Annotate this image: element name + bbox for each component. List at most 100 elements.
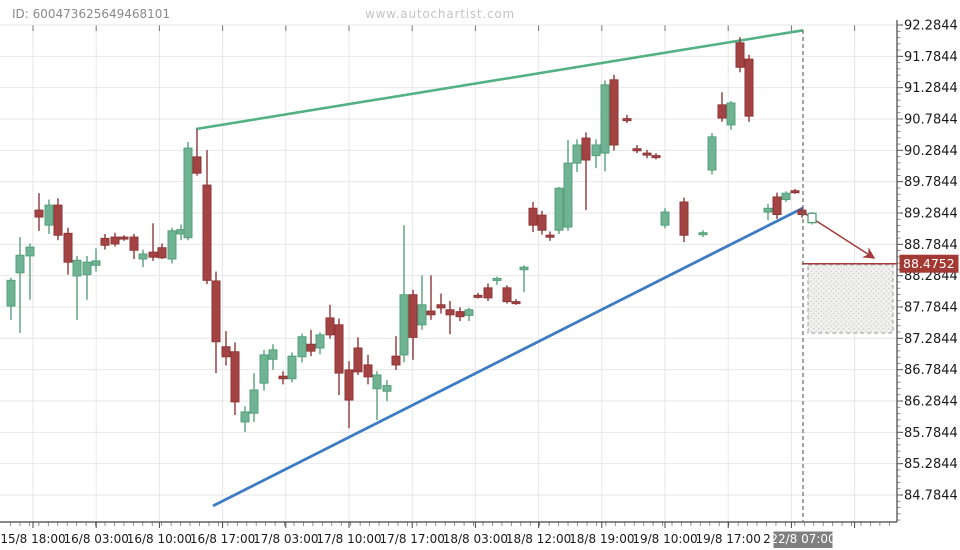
candle-body — [6, 279, 16, 307]
x-axis-label: 18/8 19:00 — [569, 532, 634, 546]
x-axis-label: 17/8 03:00 — [253, 532, 318, 546]
candle-body — [545, 234, 555, 238]
candle-body — [473, 294, 483, 298]
candle-body — [363, 364, 373, 378]
candle-body — [781, 192, 791, 200]
candle-body — [138, 253, 148, 260]
time-badge-label: 22/8 07:00 — [770, 532, 835, 546]
y-axis-label: 85.2844 — [904, 457, 958, 472]
y-axis-label: 84.7844 — [904, 489, 958, 504]
pattern-id-label: ID: 600473625649468101 — [12, 7, 171, 21]
candle-body — [249, 389, 259, 414]
candle-body — [563, 162, 573, 228]
candle-body — [382, 385, 392, 392]
watermark-text: www.autochartist.com — [364, 7, 516, 21]
candle-body — [334, 324, 344, 374]
candle-body — [717, 104, 727, 119]
candle-body — [622, 118, 632, 122]
candle-body — [167, 230, 177, 260]
candle-body — [726, 102, 736, 126]
y-axis-label: 91.7844 — [904, 50, 958, 65]
candle-body — [391, 355, 401, 366]
candle-body — [325, 317, 335, 336]
candle-body — [278, 375, 288, 380]
candle-body — [492, 277, 502, 281]
candle-body — [315, 334, 325, 349]
y-axis-label: 88.7844 — [904, 238, 958, 253]
candle-body — [202, 184, 212, 281]
candle-body — [537, 214, 547, 231]
candle-body — [53, 204, 63, 236]
candle-body — [100, 237, 110, 246]
candle-body — [221, 346, 231, 358]
candle-body — [436, 304, 446, 309]
candle-body — [763, 207, 773, 213]
x-axis-label: 16/8 17:00 — [190, 532, 255, 546]
x-axis-label: 18/8 12:00 — [506, 532, 571, 546]
candle-body — [72, 259, 82, 277]
candle-body — [417, 304, 427, 326]
candle-body — [572, 144, 582, 164]
candle-body — [91, 260, 101, 266]
candle-body — [772, 196, 782, 216]
y-axis-label: 87.2844 — [904, 332, 958, 347]
candle-body — [344, 369, 354, 401]
y-axis-label: 89.2844 — [904, 207, 958, 222]
price-badge-label: 88.4752 — [903, 256, 955, 271]
x-axis-label: 16/8 03:00 — [64, 532, 129, 546]
candle-body — [632, 148, 642, 152]
candle-body — [15, 254, 25, 274]
candle-body — [679, 201, 689, 236]
candle-body — [157, 247, 167, 259]
candle-body — [44, 204, 54, 226]
x-axis-label: 15/8 18:00 — [0, 532, 65, 546]
price-badge — [899, 254, 959, 273]
candle-body — [230, 351, 240, 403]
y-axis-label: 86.7844 — [904, 363, 958, 378]
candle-body — [259, 354, 269, 384]
y-axis-label: 85.7844 — [904, 426, 958, 441]
candle-body — [464, 309, 474, 316]
candle-body — [408, 294, 418, 338]
candle-body — [502, 287, 512, 303]
candle-body — [591, 144, 601, 157]
candle-body — [609, 79, 619, 146]
candle-body — [287, 355, 297, 380]
x-axis-label: 19/8 17:00 — [696, 532, 761, 546]
x-axis-label: 19/8 10:00 — [632, 532, 697, 546]
lower-trendline — [212, 206, 804, 508]
candle-body — [744, 58, 754, 117]
candle-body — [192, 156, 202, 174]
candle-body — [554, 187, 564, 231]
candle-body — [528, 207, 538, 226]
y-axis-label: 90.7844 — [904, 113, 958, 128]
time-badge — [773, 531, 833, 548]
candle-body — [110, 236, 120, 245]
candle-body — [34, 209, 44, 218]
candle-body — [483, 287, 493, 299]
x-axis-label-partial: 2 — [763, 532, 771, 546]
candle-body — [600, 84, 610, 154]
candle-body — [372, 374, 382, 390]
candle-body — [353, 347, 363, 373]
candle-body — [119, 236, 129, 240]
candle-body — [790, 190, 800, 194]
x-axis-label: 17/8 10:00 — [316, 532, 381, 546]
candle-body — [642, 152, 652, 156]
candle-body — [455, 311, 465, 318]
candle-body — [211, 280, 221, 343]
candle-body — [519, 266, 529, 271]
candle-body — [581, 137, 591, 161]
y-axis-label: 91.2844 — [904, 81, 958, 96]
y-axis-label: 90.2844 — [904, 144, 958, 159]
candle-body — [445, 309, 455, 316]
y-axis-label: 88.2844 — [904, 269, 958, 284]
y-axis-label: 86.2844 — [904, 395, 958, 410]
candle-body — [183, 147, 193, 239]
candle-body — [297, 336, 307, 358]
x-axis-label: 17/8 17:00 — [380, 532, 445, 546]
candle-body — [148, 251, 158, 258]
candle-body — [268, 349, 278, 360]
